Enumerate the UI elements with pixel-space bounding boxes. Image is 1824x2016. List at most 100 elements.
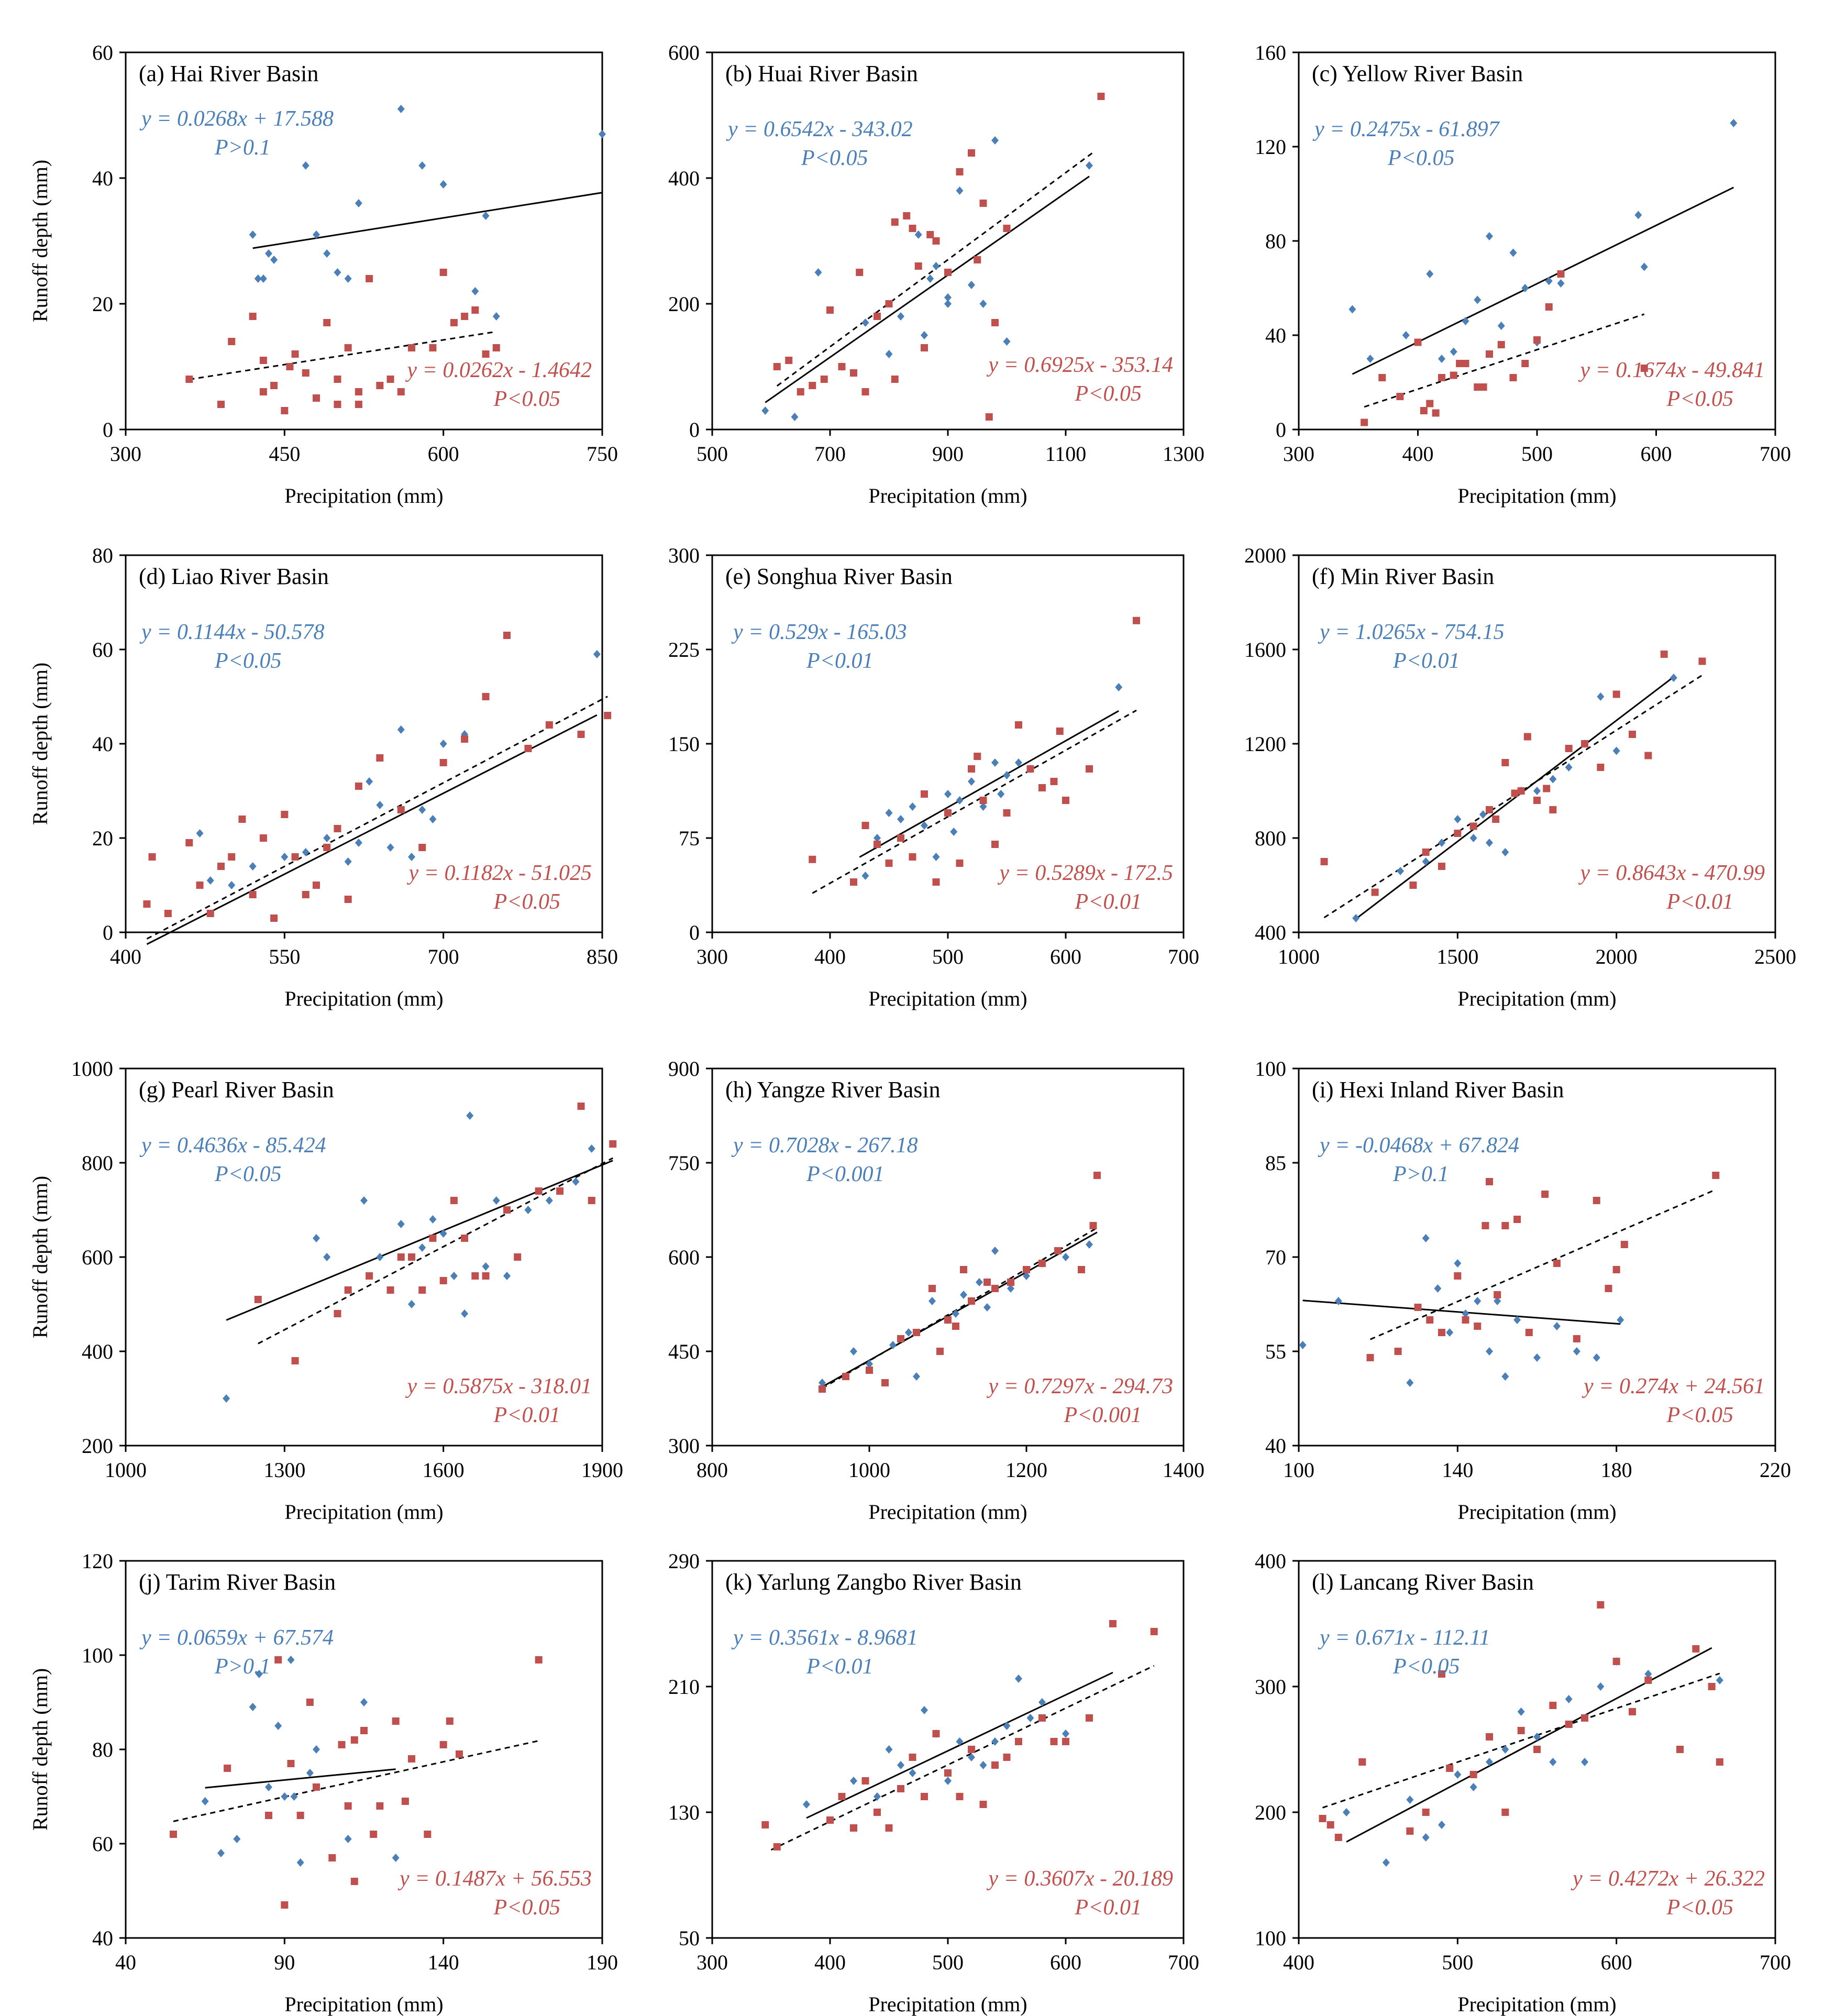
data-point-diamond [921,821,928,830]
y-tick-label: 70 [1265,1246,1286,1269]
data-point-square [979,1801,987,1808]
data-point-square [1629,1708,1636,1715]
data-point-diamond [921,331,928,339]
data-point-square [313,1783,320,1791]
data-point-square [514,1253,522,1261]
data-point-square [1533,1746,1541,1753]
data-point-diamond [1597,692,1605,701]
data-point-square [224,1765,231,1772]
equation-series2: y = 0.4272x + 26.322 [1571,1867,1765,1891]
data-point-diamond [979,300,987,308]
data-point-square [1454,830,1462,837]
equation-series1: y = 0.0659x + 67.574 [139,1626,334,1650]
y-tick-label: 40 [1265,324,1286,347]
data-point-square [991,319,999,326]
data-point-square [1133,616,1140,624]
data-point-square [1620,1241,1628,1248]
data-point-square [1513,1216,1521,1223]
x-tick-label: 400 [814,1951,846,1974]
x-tick-label: 100 [1283,1458,1314,1482]
data-point-square [1409,882,1417,889]
data-point-square [1396,393,1404,400]
data-point-square [1511,789,1519,797]
data-point-diamond [281,853,289,861]
x-tick-label: 600 [1641,442,1672,466]
data-point-square [450,1197,458,1204]
data-point-diamond [1438,355,1445,363]
data-point-square [313,394,320,402]
y-tick-label: 20 [92,827,113,850]
data-point-diamond [926,274,934,283]
data-point-square [1062,797,1069,804]
data-point-square [956,1793,964,1800]
data-point-square [1581,1714,1588,1722]
x-tick-label: 1000 [1278,945,1320,968]
data-point-diamond [408,1300,415,1308]
significance-series1: P<0.05 [1392,1655,1460,1679]
data-point-square [850,878,857,886]
equation-series2: y = 0.274x + 24.561 [1582,1374,1765,1398]
data-point-square [328,1854,336,1861]
y-tick-label: 50 [679,1926,700,1950]
data-point-diamond [850,1347,857,1356]
fit-line-solid [822,1231,1098,1388]
x-tick-label: 180 [1601,1458,1632,1482]
y-tick-label: 300 [1255,1675,1286,1699]
data-point-diamond [1557,279,1565,288]
data-point-square [281,1901,289,1909]
data-point-square [408,344,415,351]
data-point-square [1486,350,1493,358]
x-tick-label: 700 [1168,1951,1199,1974]
data-point-square [217,863,225,870]
chart-panel-8: 800 1000 1200 1400 300 450 600 750 900 (h) Yangze… [668,1057,1204,1524]
data-point-square [313,882,320,889]
y-axis-title: Runoff depth (mm) [28,1668,52,1831]
data-point-diamond [1382,1858,1390,1867]
data-point-square [885,1824,893,1832]
fit-line-dashed [173,1740,539,1822]
data-point-square [461,313,469,320]
data-point-diamond [956,796,964,805]
x-axis-title: Precipitation (mm) [1457,1500,1616,1524]
equation-series1: y = 0.1144x - 50.578 [139,620,325,644]
y-tick-label: 0 [103,418,113,442]
data-point-square [228,853,236,861]
data-point-diamond [991,1737,999,1746]
significance-series1: P<0.05 [801,146,868,170]
data-point-diamond [217,1849,225,1857]
data-point-diamond [439,1229,447,1238]
data-point-square [1038,1260,1046,1267]
data-point-square [545,721,553,729]
data-point-square [259,388,267,395]
data-point-diamond [991,758,999,767]
data-point-diamond [1501,1745,1509,1754]
data-point-square [1007,1279,1014,1286]
data-point-diamond [761,406,769,415]
x-tick-label: 500 [932,945,964,968]
data-point-square [928,1285,936,1292]
data-point-diamond [874,1792,881,1801]
data-point-square [1482,1222,1489,1229]
data-point-square [1573,1335,1580,1342]
data-point-square [287,1760,295,1767]
data-point-diamond [323,1253,331,1261]
data-point-diamond [874,834,881,842]
data-point-square [991,841,999,848]
data-point-diamond [201,1797,209,1805]
equation-series2: y = 0.6925x - 353.14 [986,353,1173,377]
y-tick-label: 200 [1255,1801,1286,1824]
y-tick-label: 60 [92,41,113,64]
x-tick-label: 300 [697,1951,728,1974]
data-point-square [281,407,289,414]
data-point-square [344,1286,352,1294]
data-point-diamond [1716,1676,1723,1684]
data-point-square [148,853,156,861]
significance-series2: P<0.001 [1064,1403,1142,1427]
data-point-diamond [976,1278,983,1286]
fit-line-dashed [822,1227,1098,1389]
data-point-square [1319,1815,1326,1822]
significance-series2: P<0.05 [1666,387,1734,411]
data-point-diamond [1026,1714,1034,1722]
data-point-square [1426,400,1434,407]
data-point-diamond [418,806,426,814]
